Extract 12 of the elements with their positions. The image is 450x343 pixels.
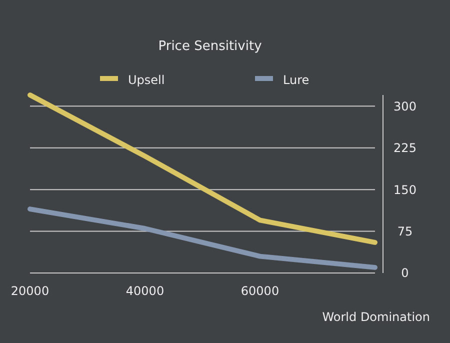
x-tick-label: 20000 bbox=[10, 284, 50, 298]
y-tick-label: 150 bbox=[394, 182, 416, 197]
legend-label: Upsell bbox=[128, 73, 165, 88]
y-tick-label: 225 bbox=[394, 141, 416, 156]
legend-label: Lure bbox=[283, 73, 310, 88]
y-tick-label: 0 bbox=[401, 266, 409, 280]
chart-title: Price Sensitivity bbox=[158, 39, 262, 54]
x-axis-title: World Domination bbox=[322, 310, 430, 324]
x-tick-label: 40000 bbox=[126, 284, 164, 298]
y-tick-label: 300 bbox=[394, 99, 416, 114]
y-tick-label: 75 bbox=[397, 224, 413, 238]
x-tick-label: 60000 bbox=[240, 284, 280, 298]
